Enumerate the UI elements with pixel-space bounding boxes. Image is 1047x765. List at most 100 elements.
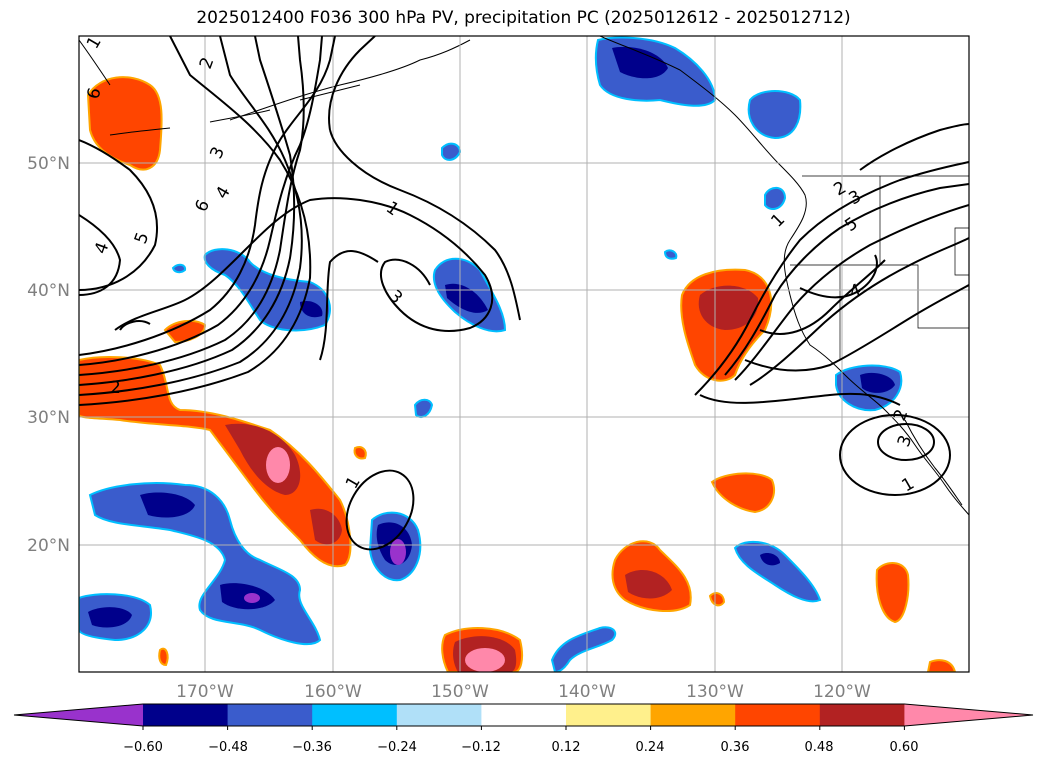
lon-label: 150°W bbox=[431, 682, 489, 702]
lon-label: 120°W bbox=[813, 682, 871, 702]
lon-label: 170°W bbox=[176, 682, 234, 702]
precip-strong-region bbox=[625, 570, 672, 599]
precip-fields bbox=[79, 36, 957, 672]
pv-contour bbox=[114, 197, 494, 332]
pv-contour bbox=[79, 36, 303, 396]
coastline-baja bbox=[904, 419, 963, 506]
colorbar-tick-label: −0.24 bbox=[377, 740, 417, 755]
pv-contour bbox=[724, 183, 969, 376]
precip-negative-region bbox=[550, 626, 617, 672]
pv-contour bbox=[79, 214, 122, 296]
coastlines bbox=[79, 36, 969, 516]
pv-contour bbox=[345, 469, 415, 551]
precip-positive-region bbox=[710, 472, 775, 514]
colorbar-swatch bbox=[819, 704, 905, 726]
pv-contour-label: 6 bbox=[84, 86, 106, 102]
lat-label: 40°N bbox=[27, 281, 70, 301]
map-title: 2025012400 F036 300 hPa PV, precipitatio… bbox=[196, 8, 851, 28]
precip-negative-strong bbox=[760, 552, 780, 566]
state-border bbox=[880, 264, 969, 329]
graticule bbox=[79, 36, 969, 672]
precip-negative-strong bbox=[140, 492, 195, 518]
precip-positive-region bbox=[926, 659, 957, 672]
pv-contour bbox=[79, 36, 305, 376]
colorbar-tick-label: 0.48 bbox=[805, 740, 834, 755]
lat-label: 50°N bbox=[27, 154, 70, 174]
precip-extreme-region bbox=[266, 447, 290, 483]
pv-contour bbox=[79, 36, 323, 366]
colorbar: −0.60 −0.48 −0.36 −0.24 −0.12 0.12 0.24 … bbox=[13, 703, 1034, 755]
map-panel bbox=[79, 36, 969, 672]
colorbar-tick-label: 0.60 bbox=[890, 740, 919, 755]
longitude-labels: 170°W 160°W 150°W 140°W 130°W 120°W bbox=[176, 682, 871, 702]
precip-extreme-region bbox=[465, 648, 505, 672]
colorbar-swatch bbox=[735, 704, 821, 726]
pv-contour bbox=[328, 36, 376, 131]
map-frame bbox=[78, 35, 970, 673]
colorbar-ticks bbox=[142, 726, 905, 730]
pv-contour bbox=[744, 284, 969, 372]
precip-positive-region bbox=[353, 446, 367, 460]
lat-label: 20°N bbox=[27, 536, 70, 556]
precip-positive-region bbox=[158, 647, 169, 667]
colorbar-swatch bbox=[650, 704, 736, 726]
colorbar-tick-label: 0.24 bbox=[636, 740, 665, 755]
colorbar-tick-label: −0.48 bbox=[208, 740, 248, 755]
colorbar-extend-min bbox=[14, 704, 143, 726]
state-border bbox=[954, 227, 969, 276]
precip-negative-strong bbox=[88, 607, 132, 628]
pv-contour bbox=[734, 204, 969, 381]
precip-negative-region bbox=[171, 263, 187, 274]
pv-contour bbox=[79, 36, 312, 406]
precip-negative-region bbox=[747, 90, 802, 140]
colorbar-swatch bbox=[312, 704, 398, 726]
precip-positive-region bbox=[79, 356, 352, 568]
colorbar-tick-labels: −0.60 −0.48 −0.36 −0.24 −0.12 0.12 0.24 … bbox=[123, 740, 918, 755]
colorbar-extend-max bbox=[904, 704, 1033, 726]
colorbar-tick-label: −0.60 bbox=[123, 740, 163, 755]
pv-contour bbox=[699, 392, 901, 406]
lon-label: 160°W bbox=[304, 682, 362, 702]
lon-label: 130°W bbox=[686, 682, 744, 702]
colorbar-swatch bbox=[396, 704, 482, 726]
precip-extreme-negative bbox=[244, 593, 260, 603]
precip-negative-strong bbox=[860, 372, 895, 393]
coastline-kamchatka bbox=[79, 39, 111, 86]
precip-negative-strong bbox=[445, 283, 488, 313]
pv-contour bbox=[749, 237, 969, 386]
colorbar-tick-label: −0.36 bbox=[292, 740, 332, 755]
pv-contour bbox=[694, 161, 969, 396]
pv-contour bbox=[759, 259, 886, 335]
pv-contour bbox=[119, 320, 151, 331]
colorbar-swatch bbox=[143, 704, 229, 726]
lat-label: 30°N bbox=[27, 408, 70, 428]
latitude-labels: 50°N 40°N 30°N 20°N bbox=[27, 154, 70, 556]
precip-extreme-negative bbox=[390, 539, 406, 565]
precip-negative-region bbox=[764, 186, 787, 211]
pv-contour bbox=[79, 36, 336, 356]
pv-contours bbox=[79, 36, 969, 551]
colorbar-swatch bbox=[566, 704, 652, 726]
colorbar-tick-label: 0.36 bbox=[721, 740, 750, 755]
precip-strong-region bbox=[310, 508, 342, 545]
precip-negative-region bbox=[441, 142, 462, 161]
precip-positive-region bbox=[875, 562, 910, 624]
lon-label: 140°W bbox=[558, 682, 616, 702]
pv-contour bbox=[79, 36, 296, 386]
colorbar-swatch bbox=[227, 704, 313, 726]
precip-negative-region bbox=[663, 249, 678, 260]
pv-contour bbox=[799, 254, 878, 299]
precip-positive-region bbox=[708, 592, 726, 607]
pv-contour bbox=[859, 123, 969, 171]
precip-strong-region bbox=[698, 285, 759, 330]
pv-contour bbox=[839, 414, 951, 496]
coastline-north-america bbox=[599, 36, 969, 516]
pv-contour bbox=[877, 423, 935, 461]
pv-contour-label: 2 bbox=[110, 378, 121, 398]
precip-negative-strong bbox=[612, 46, 668, 79]
colorbar-tick-label: −0.12 bbox=[461, 740, 501, 755]
colorbar-swatch bbox=[481, 704, 567, 726]
precip-negative-strong bbox=[300, 300, 323, 318]
pv-contour bbox=[319, 250, 379, 361]
